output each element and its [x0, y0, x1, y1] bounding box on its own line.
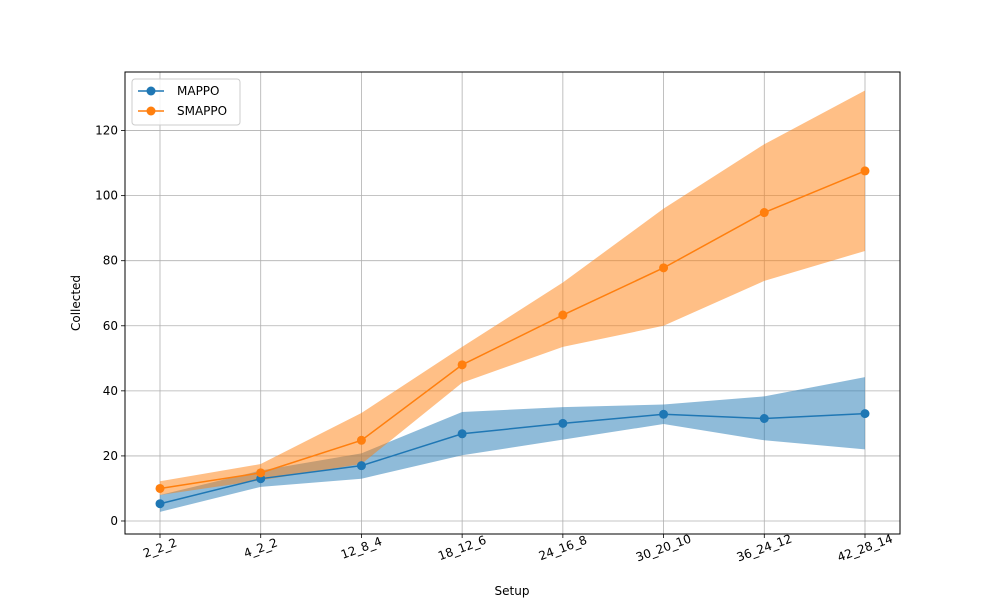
- marker-smappo: [256, 468, 266, 478]
- y-tick-label: 40: [103, 384, 118, 398]
- marker-mappo: [659, 409, 669, 419]
- y-axis-ticks: 0 20 40 60 80 100 120: [95, 124, 125, 528]
- legend: MAPPO SMAPPO: [131, 78, 241, 126]
- line-smappo: [159, 170, 866, 490]
- marker-smappo: [860, 166, 870, 176]
- confidence-bands: [160, 90, 865, 512]
- marker-mappo: [356, 461, 366, 471]
- marker-smappo: [659, 263, 669, 273]
- legend-label-mappo: MAPPO: [177, 84, 219, 98]
- marker-mappo: [759, 414, 769, 423]
- y-tick-label: 60: [103, 319, 118, 333]
- y-tick-label: 120: [95, 124, 118, 138]
- y-tick-label: 100: [95, 189, 118, 203]
- marker-smappo: [759, 208, 769, 218]
- y-tick-label: 20: [103, 449, 118, 463]
- legend-marker-mappo: [146, 86, 156, 96]
- legend-label-smappo: SMAPPO: [177, 104, 227, 118]
- marker-mappo: [558, 418, 568, 428]
- plot-frame: [124, 71, 901, 535]
- y-axis-label: Collected: [69, 275, 83, 331]
- marker-mappo: [457, 429, 467, 439]
- series-lines: [159, 170, 866, 505]
- marker-smappo: [457, 360, 467, 370]
- marker-mappo: [860, 409, 870, 419]
- marker-mappo: [155, 499, 165, 509]
- marker-smappo: [356, 435, 366, 445]
- line-mappo: [159, 412, 866, 505]
- legend-marker-smappo: [146, 106, 156, 116]
- x-axis-label: Setup: [495, 584, 530, 598]
- y-tick-label: 80: [103, 254, 118, 268]
- y-tick-label: 0: [110, 514, 118, 528]
- band-mappo: [160, 377, 865, 512]
- marker-smappo: [558, 310, 568, 320]
- series-markers: [155, 166, 870, 509]
- band-smappo: [160, 90, 865, 495]
- marker-smappo: [155, 483, 165, 493]
